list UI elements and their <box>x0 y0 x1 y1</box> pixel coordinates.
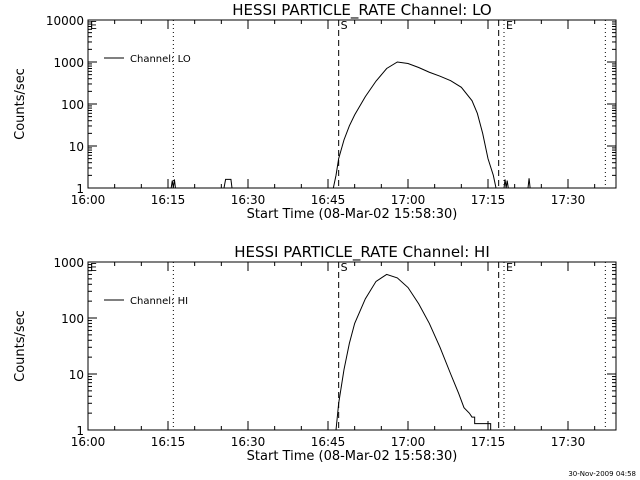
footer-timestamp: 30-Nov-2009 04:58 <box>568 470 636 478</box>
x-tick-label: 16:00 <box>71 435 106 449</box>
chart-panel-1: HESSI PARTICLE_RATE Channel: LO 10000 1000… <box>13 1 617 222</box>
x-tick-label: 16:45 <box>311 435 346 449</box>
time-marker-label: E <box>90 261 97 274</box>
x-tick-label: 17:00 <box>391 435 426 449</box>
y-tick-label: 100 <box>61 98 84 112</box>
time-marker-label: E <box>506 261 513 274</box>
plot-frame <box>87 261 617 431</box>
x-tick-label: 16:30 <box>231 193 266 207</box>
x-tick-label: 16:45 <box>311 193 346 207</box>
series-line <box>335 273 492 431</box>
legend-label: Channel: LO <box>130 54 191 65</box>
x-tick-label: 17:15 <box>471 435 506 449</box>
y-tick-label: 1 <box>76 182 84 196</box>
y-axis-label: Counts/sec <box>13 68 28 140</box>
y-axis-label: Counts/sec <box>13 310 28 382</box>
legend-label: Channel: HI <box>130 296 188 307</box>
chart-title: HESSI PARTICLE_RATE Channel: HI <box>234 243 490 262</box>
x-tick-label: 16:15 <box>151 435 186 449</box>
y-tick-label: 10 <box>69 368 84 382</box>
time-marker-label: S <box>341 261 348 274</box>
time-marker-label: E <box>90 19 97 32</box>
y-tick-label: 1000 <box>53 256 84 270</box>
chart-panel-2: HESSI PARTICLE_RATE Channel: HI 1000 100 10… <box>13 243 617 464</box>
x-tick-label: 17:00 <box>391 193 426 207</box>
y-tick-label: 1000 <box>53 56 84 70</box>
x-axis-label: Start Time (08-Mar-02 15:58:30) <box>247 449 458 464</box>
plot-frame <box>87 19 617 189</box>
time-marker-label: S <box>341 19 348 32</box>
x-tick-label: 17:30 <box>551 435 586 449</box>
x-tick-label: 16:00 <box>71 193 106 207</box>
series-line <box>88 61 616 189</box>
y-tick-label: 10 <box>69 140 84 154</box>
y-tick-label: 100 <box>61 312 84 326</box>
y-tick-label: 1 <box>76 424 84 438</box>
x-tick-label: 16:30 <box>231 435 266 449</box>
y-tick-label: 10000 <box>46 14 84 28</box>
x-tick-label: 16:15 <box>151 193 186 207</box>
x-tick-label: 17:30 <box>551 193 586 207</box>
x-axis-label: Start Time (08-Mar-02 15:58:30) <box>247 207 458 222</box>
time-marker-label: E <box>506 19 513 32</box>
x-tick-label: 17:15 <box>471 193 506 207</box>
chart-title: HESSI PARTICLE_RATE Channel: LO <box>232 1 491 20</box>
